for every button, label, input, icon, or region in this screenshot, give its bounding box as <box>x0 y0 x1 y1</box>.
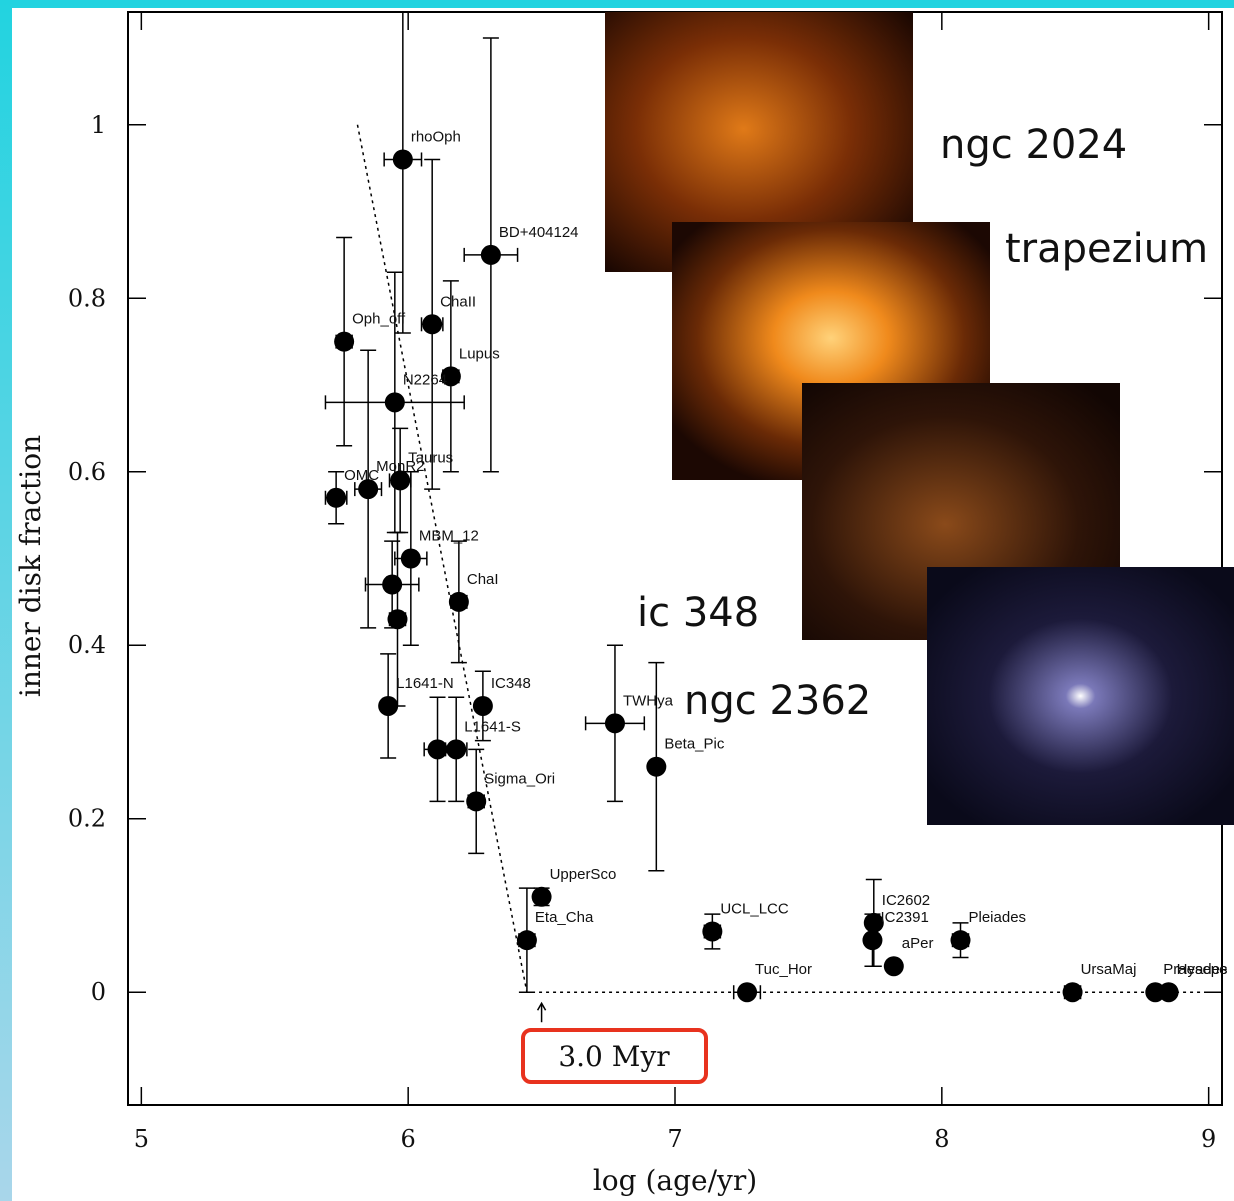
point-label: Eta_Cha <box>535 909 594 926</box>
y-tick-label: 1 <box>91 111 106 139</box>
y-tick-label: 0.2 <box>68 805 106 833</box>
point-label: TWHya <box>623 692 674 709</box>
point-label: Pleiades <box>969 909 1027 926</box>
data-point <box>702 921 723 942</box>
data-point <box>446 739 467 760</box>
point-label: L1641-S <box>464 718 521 735</box>
point-label: UCL_LCC <box>720 901 789 918</box>
annotation-box <box>521 1028 708 1084</box>
y-axis-label: inner disk fraction <box>14 435 47 697</box>
point-label: Oph_off <box>352 311 406 328</box>
data-point <box>737 982 758 1003</box>
inset-label: trapezium <box>1005 226 1208 272</box>
data-point <box>862 930 883 951</box>
annotation-text: 3.0 Myr <box>558 1040 670 1073</box>
point-label: Tuc_Hor <box>755 961 812 978</box>
point-label: Taurus <box>408 449 453 466</box>
x-tick-label: 5 <box>134 1125 149 1153</box>
data-point <box>466 791 487 812</box>
point-label: Sigma_Ori <box>484 770 555 787</box>
x-axis-label: log (age/yr) <box>593 1164 757 1197</box>
point-label: Beta_Pic <box>664 736 725 753</box>
data-point <box>387 609 408 630</box>
data-point <box>334 331 355 352</box>
point-label: MonR2 <box>376 458 424 475</box>
data-point <box>472 695 493 716</box>
point-label: rhoOph <box>411 128 461 145</box>
data-point <box>440 366 461 387</box>
data-point <box>480 244 501 265</box>
data-point <box>646 756 667 777</box>
data-point <box>378 695 399 716</box>
data-point <box>531 886 552 907</box>
point-label: MBM_12 <box>419 528 479 545</box>
data-point <box>390 470 411 491</box>
point-label: IC2391 <box>880 909 928 926</box>
inset-label: ic 348 <box>637 590 759 636</box>
data-point <box>1158 982 1179 1003</box>
data-point <box>384 392 405 413</box>
data-point <box>448 591 469 612</box>
point-label: BD+404124 <box>499 224 579 241</box>
point-label: UpperSco <box>550 866 617 883</box>
y-tick-label: 0 <box>91 978 106 1006</box>
data-point <box>392 149 413 170</box>
data-point <box>422 314 443 335</box>
point-label: ChaI <box>467 571 499 588</box>
data-point <box>326 487 347 508</box>
image-ngc2362 <box>927 567 1234 825</box>
x-tick-label: 6 <box>401 1125 416 1153</box>
inset-label: ngc 2362 <box>684 678 871 724</box>
data-point <box>516 930 537 951</box>
data-point <box>950 930 971 951</box>
data-point <box>427 739 448 760</box>
data-point <box>883 956 904 977</box>
point-label: ChaII <box>440 293 476 310</box>
point-label: IC2602 <box>882 892 930 909</box>
point-label: aPer <box>902 935 934 952</box>
y-tick-label: 0.6 <box>68 458 106 486</box>
point-label: IC348 <box>491 675 531 692</box>
x-tick-label: 9 <box>1201 1125 1216 1153</box>
data-point <box>604 713 625 734</box>
point-label: Lupus <box>459 345 500 362</box>
y-tick-label: 0.8 <box>68 284 106 312</box>
point-label: Hyades <box>1177 961 1228 978</box>
data-point <box>400 548 421 569</box>
point-label: N2264 <box>403 371 447 388</box>
y-tick-label: 0.4 <box>68 631 106 659</box>
data-point <box>382 574 403 595</box>
data-point <box>863 912 884 933</box>
data-point <box>358 479 379 500</box>
inset-images <box>605 12 1234 825</box>
point-label: Praesepe <box>1163 961 1227 978</box>
annotation-arrow-head <box>536 1001 547 1011</box>
inset-label: ngc 2024 <box>940 122 1127 168</box>
point-label: L1641-N <box>396 675 454 692</box>
data-point <box>1062 982 1083 1003</box>
x-tick-label: 7 <box>667 1125 682 1153</box>
x-tick-label: 8 <box>934 1125 949 1153</box>
point-label: UrsaMaj <box>1081 961 1137 978</box>
